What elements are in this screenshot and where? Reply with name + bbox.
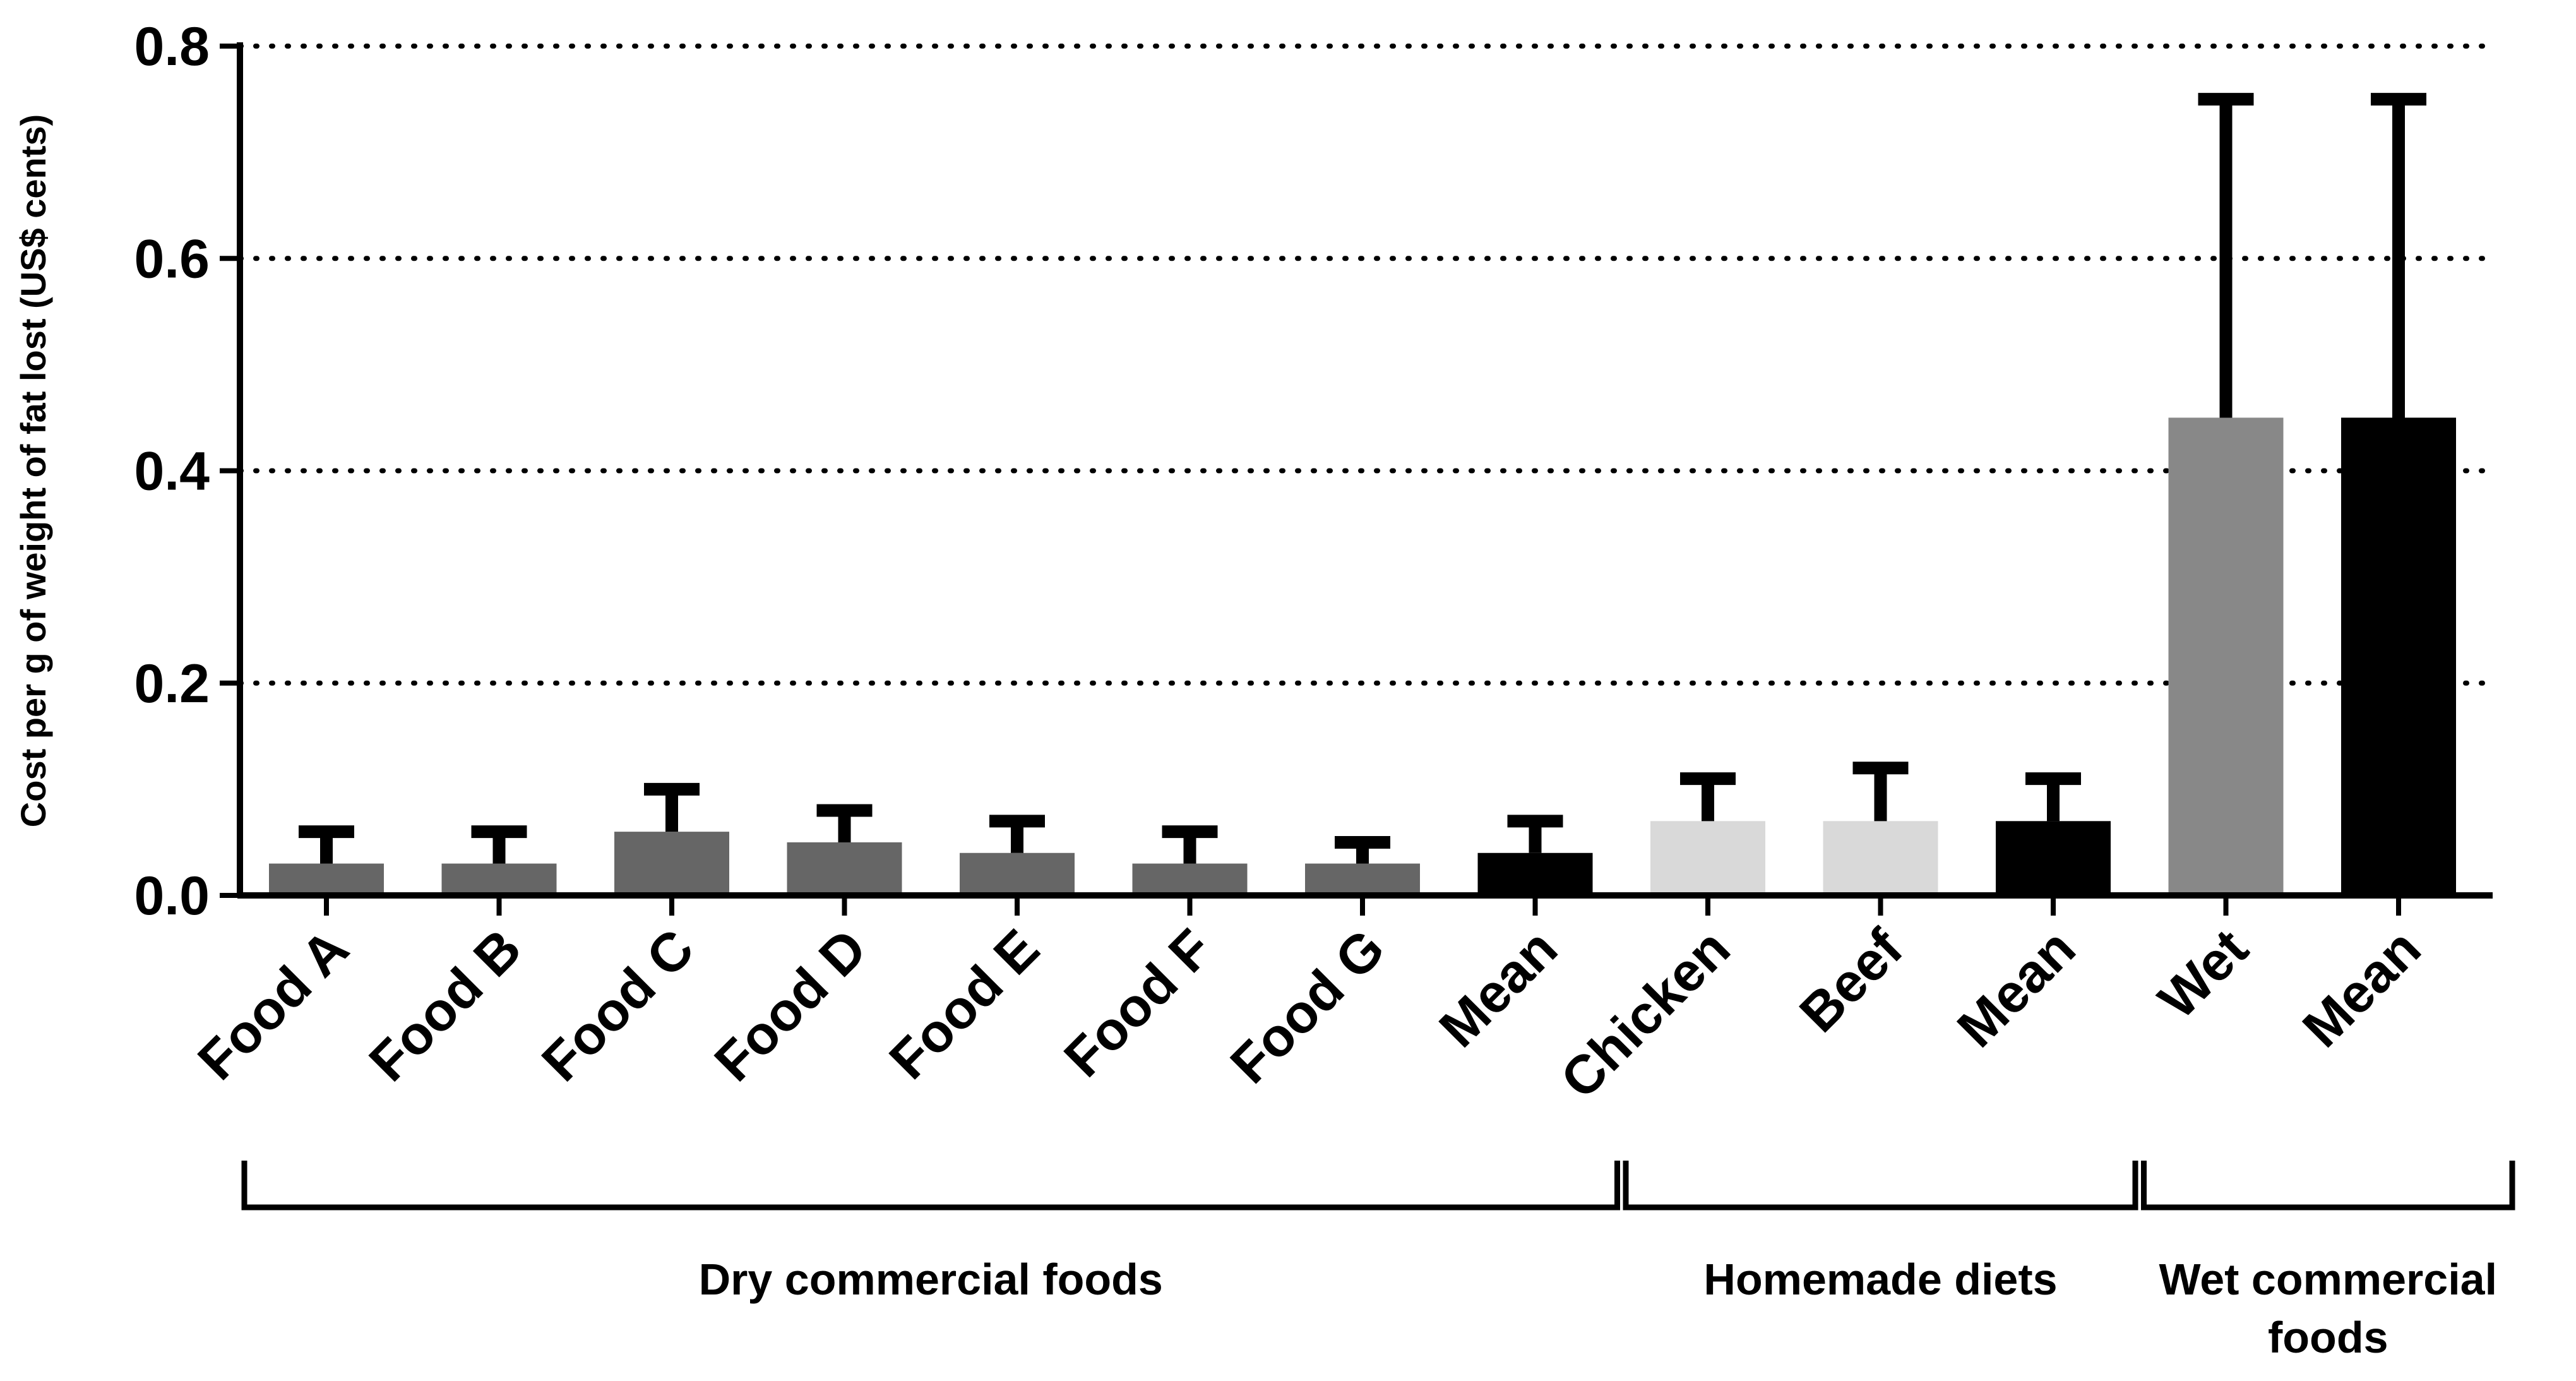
x-tick-label: Wet [2147, 918, 2260, 1031]
bar [614, 832, 729, 895]
y-tick-label: 0.4 [134, 441, 210, 502]
bar [1132, 863, 1248, 895]
x-tick-label: Mean [1946, 918, 2087, 1059]
group-bracket [1623, 1161, 2138, 1211]
bar [1823, 821, 1938, 895]
y-tick-label: 0.0 [134, 866, 210, 926]
group-bracket [2141, 1161, 2515, 1211]
x-tick-label: Beef [1788, 918, 1914, 1044]
bar [269, 863, 384, 895]
x-tick-label: Food F [1052, 918, 1224, 1089]
bar [960, 852, 1075, 895]
group-label: Wet commercial foods [2159, 1255, 2497, 1362]
group-bracket [241, 1161, 1620, 1211]
bar [2168, 417, 2284, 895]
gridlines [237, 44, 2495, 686]
bar [1305, 863, 1420, 895]
bar [1996, 821, 2111, 895]
group-label: Homemade diets [1703, 1255, 2057, 1304]
x-tick-label: Food E [878, 918, 1051, 1091]
x-tick-label: Chicken [1549, 918, 1741, 1110]
labels: 0.0 0.2 0.4 0.6 0.8 Cost per g of weight of f… [13, 16, 2432, 1110]
x-tick-label: Food A [186, 918, 360, 1092]
x-tick-label: Food D [703, 918, 878, 1093]
x-tick-label: Food C [530, 918, 705, 1093]
error-bars [299, 93, 2426, 864]
bar [787, 842, 902, 895]
x-tick-label: Mean [2291, 918, 2432, 1059]
group-brackets: Dry commercial foods Homemade diets Wet co… [241, 1161, 2515, 1362]
y-tick-label: 0.2 [134, 654, 210, 714]
bar [2341, 417, 2456, 895]
bar [441, 863, 557, 895]
x-tick-label: Mean [1428, 918, 1569, 1059]
axes [220, 42, 2493, 916]
bar [1477, 852, 1593, 895]
y-tick-label: 0.8 [134, 16, 210, 77]
y-axis-label: Cost per g of weight of fat lost (US$ ce… [13, 114, 53, 827]
group-label: Dry commercial foods [699, 1255, 1163, 1304]
x-tick-label: Food G [1219, 918, 1397, 1096]
bars [269, 417, 2456, 895]
bar [1650, 821, 1765, 895]
y-tick-label: 0.6 [134, 229, 210, 289]
x-tick-label: Food B [358, 918, 533, 1093]
